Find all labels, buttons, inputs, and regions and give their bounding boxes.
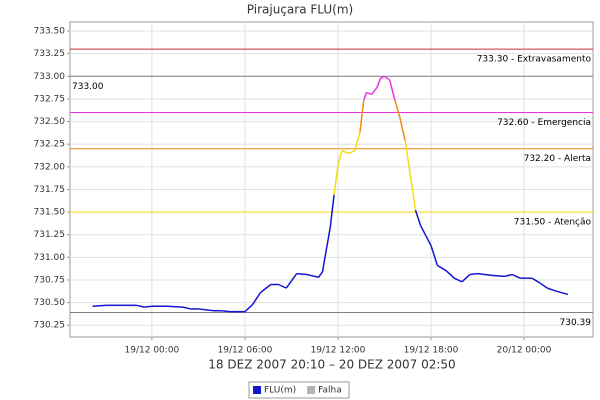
line-segment [531, 277, 540, 284]
line-segment [333, 164, 339, 195]
line-segment [430, 245, 439, 266]
line-segment [414, 210, 422, 226]
line-segment [363, 92, 368, 101]
line-segment [337, 150, 343, 166]
line-segment [419, 225, 432, 246]
threshold-label: 732.60 - Emergencia [497, 118, 591, 128]
line-segment [290, 273, 298, 282]
line-segment [285, 280, 293, 289]
line-segment [144, 305, 152, 308]
chart-title: Pirajuçara FLU(m) [247, 3, 353, 17]
y-tick-label: 731.25 [34, 230, 66, 240]
plot-area [69, 21, 594, 338]
line-segment [167, 305, 183, 308]
line-segment [317, 271, 324, 278]
line-segment [345, 151, 350, 154]
line-segment [314, 275, 319, 278]
x-tick-label: 20/12 00:00 [497, 346, 552, 356]
line-segment [341, 149, 347, 154]
line-segment [445, 270, 455, 279]
x-tick-label: 19/12 12:00 [311, 346, 366, 356]
line-segment [380, 75, 385, 79]
line-segment [399, 117, 406, 141]
threshold-label: 733.30 - Extravasamento [477, 55, 592, 65]
line-segment [370, 87, 378, 95]
line-segment [349, 149, 356, 154]
threshold-label: 730.39 [560, 318, 592, 328]
y-tick-label: 732.00 [34, 162, 66, 172]
line-segment [504, 273, 513, 278]
y-tick-label: 730.50 [34, 298, 66, 308]
line-segment [376, 77, 382, 89]
legend-swatch [253, 386, 261, 394]
line-segment [221, 310, 230, 313]
y-tick-label: 730.25 [34, 321, 66, 331]
line-segment [461, 273, 471, 283]
line-segment [547, 287, 556, 292]
line-segment [404, 140, 412, 176]
line-segment [384, 75, 391, 81]
line-segment [296, 272, 308, 276]
line-segment [244, 303, 254, 313]
line-segment [329, 194, 335, 228]
threshold-label: 732.20 - Alerta [524, 154, 591, 164]
line-segment [469, 272, 478, 276]
line-segment [136, 304, 145, 308]
line-segment [477, 272, 494, 277]
line-segment [388, 79, 396, 101]
legend-box [248, 381, 350, 399]
y-tick-label: 732.25 [34, 140, 66, 150]
line-segment [198, 308, 215, 312]
legend-label: FLU(m) [264, 386, 296, 396]
threshold-label: 733.00 [72, 82, 104, 92]
y-tick-label: 733.25 [34, 49, 66, 59]
line-segment [453, 277, 463, 283]
line-segment [539, 282, 548, 289]
legend-label: Falha [318, 386, 342, 396]
line-segment [182, 306, 191, 310]
line-segment [252, 292, 262, 305]
y-tick-label: 733.50 [34, 27, 66, 37]
x-tick-label: 19/12 18:00 [404, 346, 459, 356]
x-tick-label: 19/12 06:00 [218, 346, 273, 356]
line-segment [359, 99, 365, 133]
line-segment [437, 264, 447, 272]
y-tick-label: 731.00 [34, 253, 66, 263]
line-segment [92, 304, 106, 307]
y-tick-label: 731.50 [34, 208, 66, 218]
line-segment [278, 283, 287, 289]
line-segment [366, 91, 372, 96]
legend-swatch [307, 386, 316, 394]
line-segment [354, 132, 361, 151]
y-tick-label: 732.50 [34, 117, 66, 127]
line-segment [554, 290, 569, 296]
y-tick-label: 730.75 [34, 275, 66, 285]
line-segment [306, 273, 315, 278]
y-tick-label: 732.75 [34, 94, 66, 104]
y-tick-label: 731.75 [34, 185, 66, 195]
line-segment [512, 273, 521, 279]
line-segment [394, 99, 401, 119]
x-axis-title: 18 DEZ 2007 20:10 – 20 DEZ 2007 02:50 [208, 358, 455, 372]
line-segment [259, 283, 272, 294]
x-tick-label: 19/12 00:00 [125, 346, 180, 356]
line-segment [321, 227, 331, 272]
threshold-label: 731.50 - Atenção [514, 218, 592, 228]
line-segment [492, 274, 505, 278]
y-tick-label: 733.00 [34, 72, 66, 82]
line-segment [409, 174, 417, 211]
